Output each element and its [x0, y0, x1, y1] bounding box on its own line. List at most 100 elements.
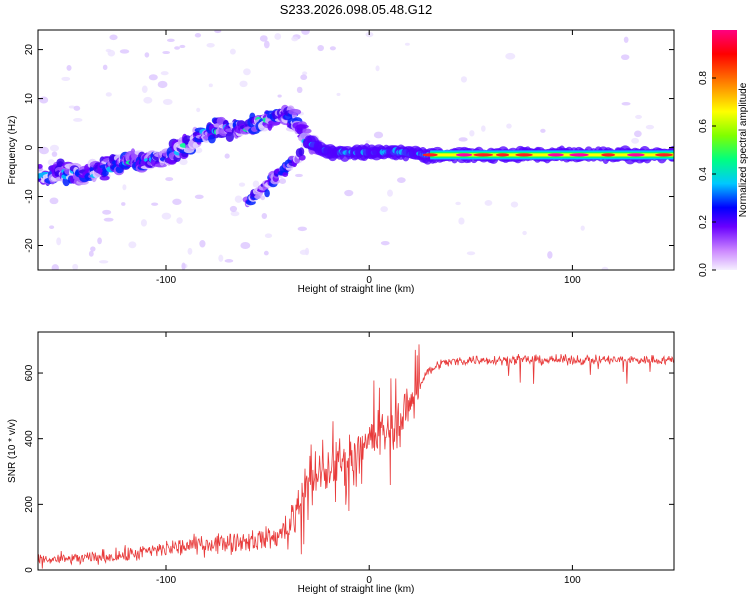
spectrogram-noise-blob [165, 177, 174, 182]
spectrogram-noise-blob [47, 159, 55, 166]
spectrogram-noise-blob [141, 85, 148, 94]
spectrogram-noise-blob [336, 92, 341, 96]
spectrogram-band-peak [495, 153, 510, 157]
spectrogram-noise-blob [261, 213, 268, 219]
spectrogram-noise-blob [263, 250, 269, 256]
spectrogram-noise-blob [300, 74, 308, 81]
spectrogram-noise-blob [72, 263, 79, 270]
colorbar-tick-label: 0.0 [698, 263, 709, 277]
spectrogram-xlabel: Height of straight line (km) [298, 284, 415, 295]
spectrogram-noise-blob [295, 173, 303, 178]
x-tick-label: 0 [366, 275, 372, 286]
colorbar-gradient [712, 30, 737, 270]
spectrogram-noise-blob [297, 226, 307, 232]
spectrogram-band-peak [455, 153, 473, 157]
spectrogram-noise-blob [98, 260, 109, 264]
spectrogram-noise-blob [234, 195, 243, 203]
y-tick-label: -10 [24, 189, 35, 204]
spectrogram-noise-blob [291, 36, 299, 42]
spectrogram-noise-blob [61, 76, 71, 81]
spectrogram-noise-blob [484, 199, 493, 206]
spectrogram-noise-blob [102, 209, 112, 215]
spectrogram-band-peak [547, 153, 564, 157]
chart-title: S233.2026.098.05.48.G12 [280, 2, 433, 17]
spectrogram-noise-blob [151, 202, 159, 206]
spectrogram-noise-blob [277, 94, 282, 98]
y-tick-label: 400 [24, 430, 35, 447]
spectrogram-noise-blob [623, 36, 629, 43]
spectrogram-noise-blob [279, 178, 287, 185]
spectrogram-noise-blob [299, 249, 309, 255]
spectrogram-ridge-blob [192, 142, 199, 149]
spectrogram-noise-blob [373, 131, 384, 139]
spectrogram-noise-blob [387, 189, 393, 197]
spectrogram-noise-blob [214, 30, 222, 34]
snr-frame [37, 331, 675, 571]
snr-xlabel: Height of straight line (km) [298, 584, 415, 595]
snr-x-ticks: -100 0 100 [156, 332, 581, 586]
spectrogram-noise-blob [329, 46, 336, 51]
spectrogram-noise-blob [396, 177, 406, 184]
y-tick-label: 600 [24, 364, 35, 381]
colorbar-tick-label: 0.4 [698, 167, 709, 181]
spectrogram-x-ticks: -100 0 100 [156, 30, 581, 286]
spectrogram-noise-blob [56, 237, 62, 246]
spectrogram-noise-blob [143, 96, 153, 104]
spectrogram-noise-blob [73, 105, 81, 111]
spectrogram-y-ticks: -20 -10 0 10 20 [24, 44, 674, 253]
snr-clip [38, 344, 674, 569]
spectrogram-band-peak [655, 153, 673, 157]
spectrogram-noise-blob [160, 71, 169, 76]
spectrogram-noise-blob [174, 46, 181, 50]
colorbar-ticks: 0.0 0.2 0.4 0.6 0.8 [698, 71, 716, 277]
spectrogram-band-peak [627, 153, 645, 157]
spectrogram-noise-blob [263, 40, 270, 49]
spectrogram-noise-blob [224, 259, 234, 263]
spectrogram-noise-blob [128, 241, 137, 249]
spectrogram-noise-blob [455, 201, 461, 206]
spectrogram-noise-blob [645, 124, 655, 130]
spectrogram-noise-blob [635, 114, 642, 119]
spectrogram-noise-blob [161, 212, 172, 220]
spectrogram-noise-blob [49, 225, 55, 229]
y-tick-label: 0 [24, 144, 35, 150]
spectrogram-ridge-blob [302, 128, 312, 134]
spectrogram-noise-blob [580, 225, 585, 231]
x-tick-label: -100 [156, 275, 176, 286]
spectrogram-frame [37, 29, 675, 271]
spectrogram-noise-blob [218, 254, 224, 262]
spectrogram-noise-blob [107, 49, 116, 57]
spectrogram-noise-blob [260, 195, 266, 201]
spectrogram-noise-blob [380, 240, 390, 246]
spectrogram-noise-blob [230, 211, 240, 217]
spectrogram-band-peak [569, 153, 589, 157]
spectrogram-noise-blob [540, 128, 546, 133]
spectrogram-noise-blob [317, 44, 325, 52]
spectrogram-noise-blob [102, 64, 108, 71]
y-tick-label: -20 [24, 238, 35, 253]
spectrogram-secondary-blob [298, 147, 305, 156]
spectrogram-noise-blob [296, 86, 303, 94]
spectrogram-noise-blob [634, 130, 642, 138]
spectrogram-noise-blob [224, 153, 230, 159]
spectrogram-noise-blob [49, 197, 59, 205]
spectrogram-noise-blob [122, 184, 127, 191]
spectrogram-noise-blob [148, 74, 158, 81]
x-tick-label: 100 [564, 575, 581, 586]
spectrogram-noise-blob [39, 96, 49, 104]
spectrogram-noise-blob [66, 64, 72, 71]
spectrogram-ridge-blob [99, 175, 110, 181]
spectrogram-noise-blob [196, 107, 201, 113]
colorbar-tick-label: 0.8 [698, 71, 709, 85]
spectrogram-noise-blob [51, 151, 58, 157]
spectrogram-band-peak [473, 153, 494, 157]
spectrogram-noise-blob [176, 217, 183, 224]
spectrogram-noise-blob [39, 146, 49, 155]
spectrogram-noise-blob [121, 202, 126, 206]
spectrogram-noise-blob [206, 42, 215, 48]
y-tick-label: 200 [24, 496, 35, 513]
spectrogram-ridge-blob [38, 164, 43, 169]
colorbar-label: Normalized spectral amplitude [738, 82, 749, 217]
